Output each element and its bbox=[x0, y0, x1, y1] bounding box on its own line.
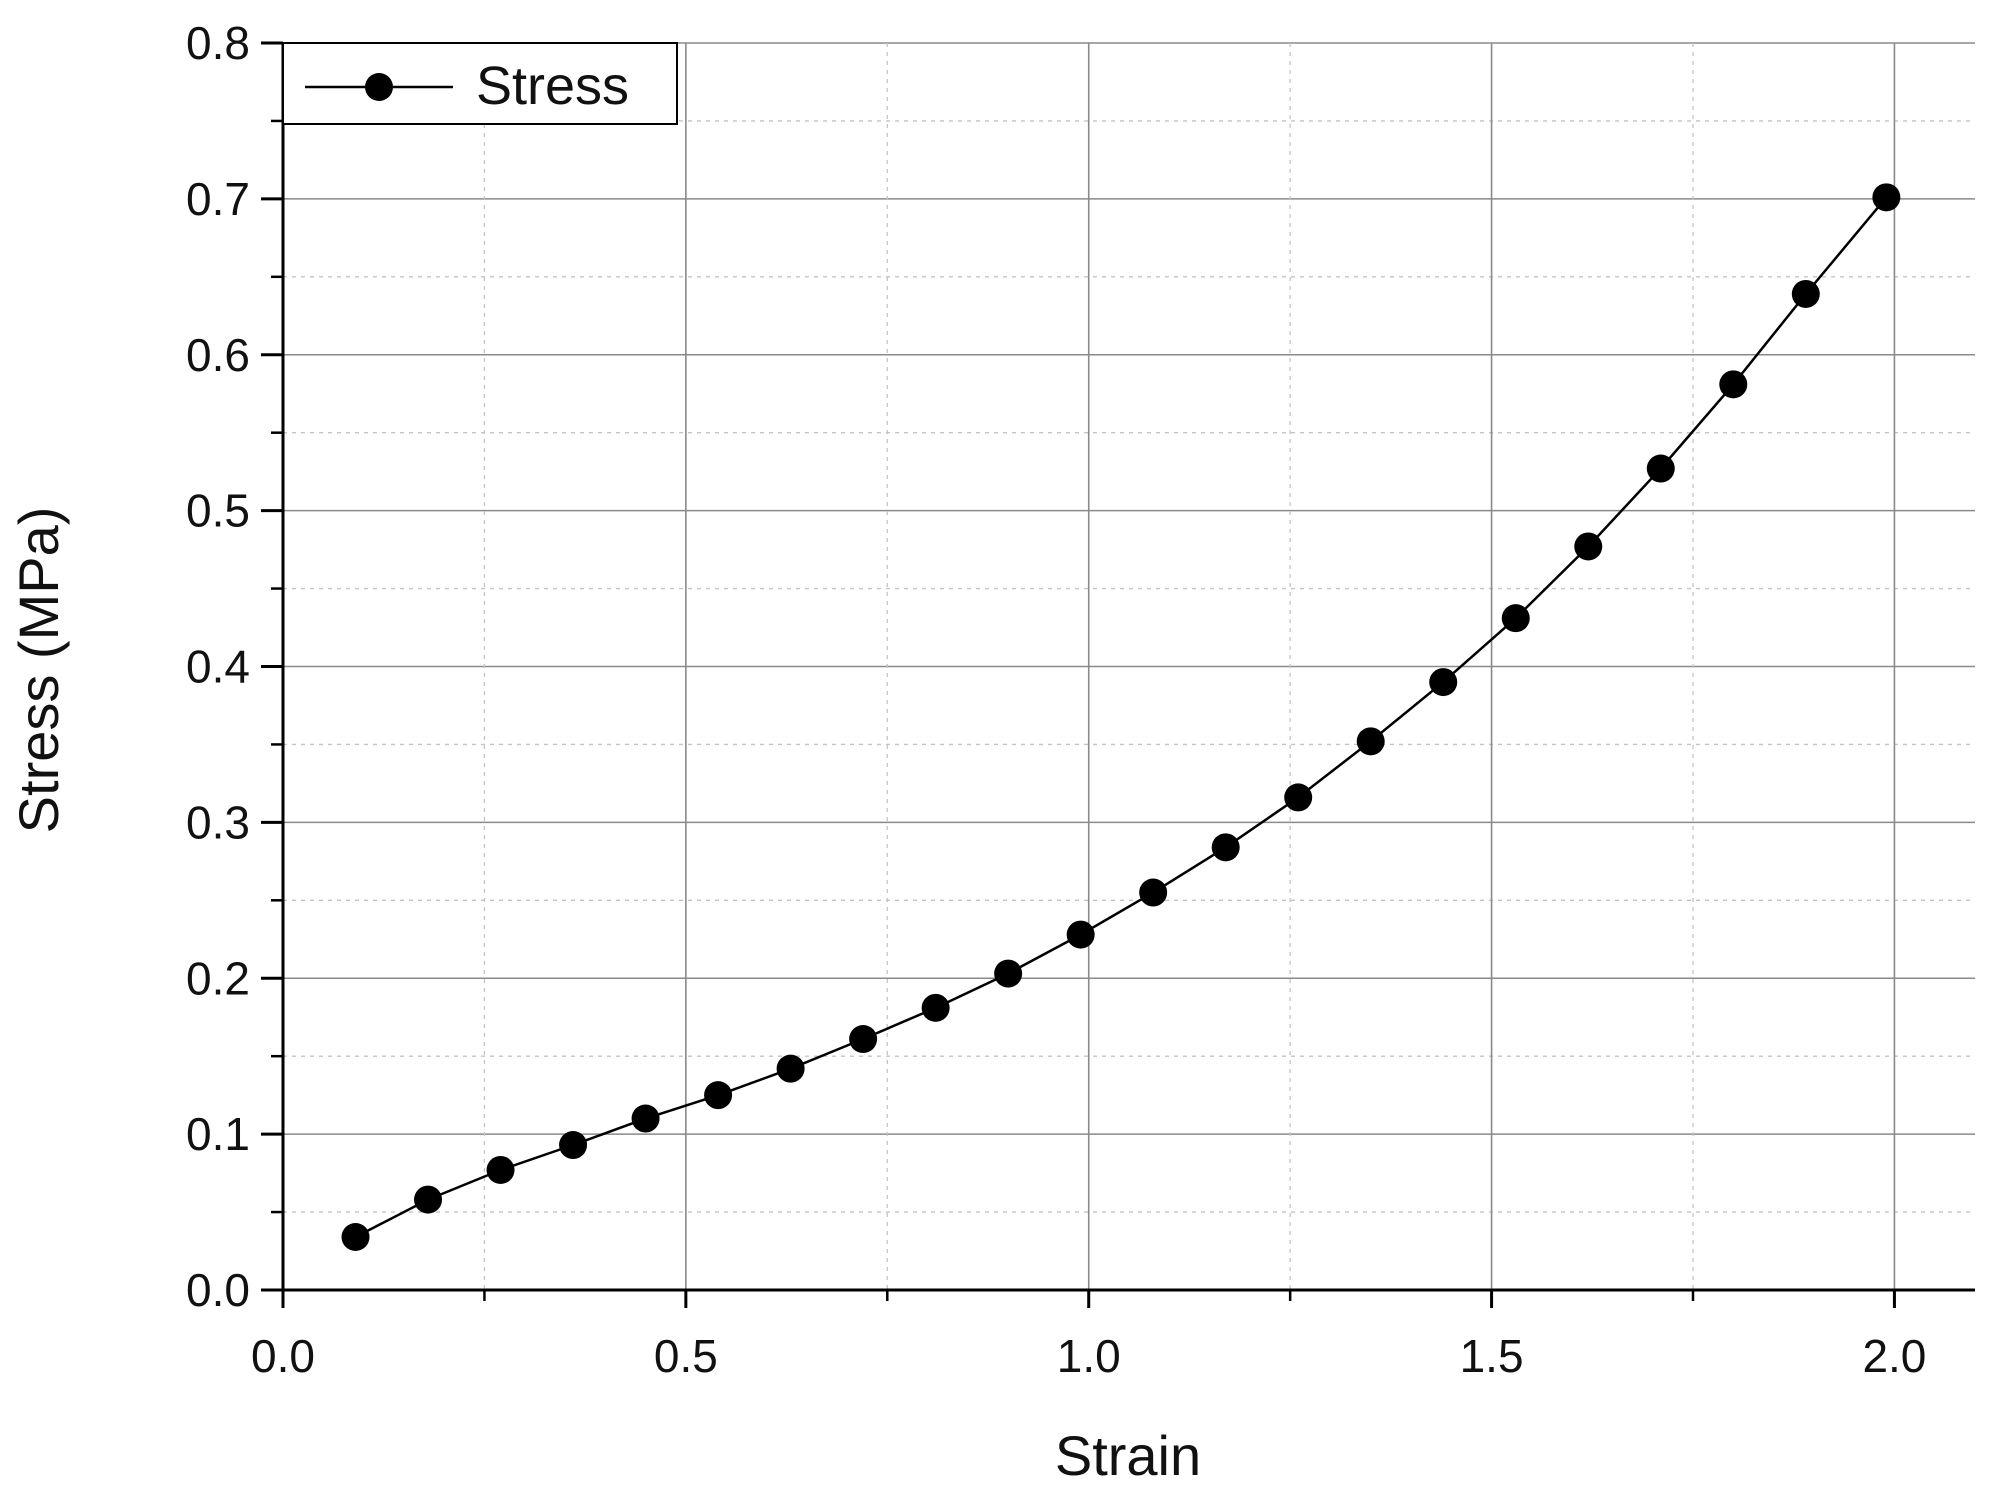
x-axis-title: Strain bbox=[1055, 1424, 1201, 1487]
legend: Stress bbox=[282, 42, 678, 125]
data-point bbox=[1501, 604, 1530, 633]
y-tick-label: 0.6 bbox=[186, 329, 250, 381]
y-tick-label: 0.3 bbox=[186, 796, 250, 848]
data-point bbox=[559, 1131, 588, 1160]
data-point bbox=[1356, 727, 1385, 756]
axes-layer: 0.0 0.1 0.2 0.3 0.4 0.5 0.6 0.7 0.8 0.0 0.5 1.0 1.5 2… bbox=[186, 17, 1975, 1382]
x-tick-label: 1.0 bbox=[1057, 1330, 1121, 1382]
data-point bbox=[921, 993, 950, 1022]
y-tick-label: 0.7 bbox=[186, 173, 250, 225]
data-point bbox=[1139, 878, 1168, 907]
y-tick-label: 0.0 bbox=[186, 1264, 250, 1316]
data-point bbox=[1066, 920, 1095, 949]
y-tick-label: 0.5 bbox=[186, 485, 250, 537]
data-point bbox=[631, 1104, 660, 1133]
legend-marker bbox=[365, 73, 393, 101]
data-point bbox=[414, 1185, 443, 1214]
data-point bbox=[776, 1054, 805, 1083]
y-tick-label: 0.2 bbox=[186, 952, 250, 1004]
legend-label: Stress bbox=[476, 56, 629, 116]
data-point bbox=[1646, 454, 1675, 483]
y-tick-label: 0.8 bbox=[186, 17, 250, 69]
data-point bbox=[994, 959, 1023, 988]
data-point bbox=[486, 1155, 515, 1184]
x-tick-label: 2.0 bbox=[1862, 1330, 1926, 1382]
y-axis-title: Stress (MPa) bbox=[7, 507, 70, 834]
x-tick-label: 1.5 bbox=[1460, 1330, 1524, 1382]
data-point bbox=[1211, 833, 1240, 862]
data-point bbox=[1719, 370, 1748, 399]
data-point bbox=[704, 1081, 733, 1110]
data-point bbox=[1791, 279, 1820, 308]
data-point bbox=[849, 1025, 878, 1054]
data-point bbox=[1574, 532, 1603, 561]
data-point bbox=[1284, 783, 1313, 812]
y-tick-label: 0.4 bbox=[186, 641, 250, 693]
series-layer bbox=[341, 183, 1901, 1252]
x-tick-label: 0.5 bbox=[654, 1330, 718, 1382]
data-point bbox=[1429, 668, 1458, 697]
data-point bbox=[1872, 183, 1901, 212]
data-point bbox=[341, 1223, 370, 1252]
y-tick-label: 0.1 bbox=[186, 1108, 250, 1160]
grid-layer bbox=[283, 42, 1975, 1290]
series-line bbox=[354, 196, 1888, 1239]
legend-box bbox=[282, 42, 678, 125]
x-tick-label: 0.0 bbox=[251, 1330, 315, 1382]
